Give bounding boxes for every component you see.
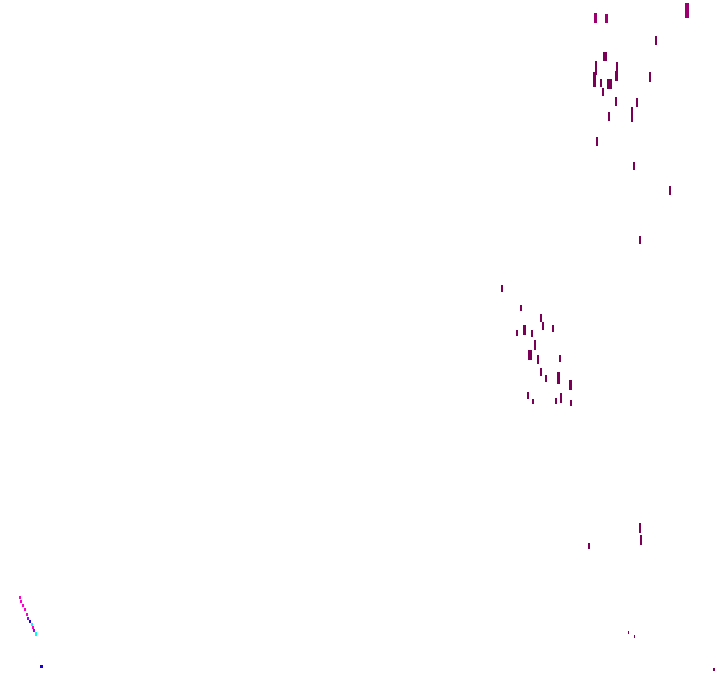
mark: [596, 137, 598, 146]
mark: [713, 668, 715, 671]
mark: [33, 629, 35, 632]
mark: [534, 340, 536, 350]
mark: [542, 322, 544, 330]
mark: [516, 330, 518, 336]
mark: [29, 620, 31, 623]
mark: [603, 52, 607, 61]
mark: [540, 314, 542, 322]
mark: [501, 285, 503, 292]
mark: [593, 72, 596, 87]
mark: [22, 604, 24, 607]
mark: [520, 305, 522, 311]
mark: [588, 543, 590, 549]
mark: [24, 608, 26, 611]
mark: [607, 79, 612, 89]
mark: [649, 72, 651, 82]
mark: [602, 88, 604, 96]
mark: [615, 97, 617, 106]
mark: [636, 98, 638, 107]
mark: [26, 613, 28, 616]
mark: [19, 596, 21, 599]
mark: [537, 355, 539, 364]
mark: [640, 535, 642, 545]
mark: [531, 330, 533, 337]
mark: [35, 632, 37, 636]
mark: [655, 36, 657, 45]
mark: [31, 623, 33, 626]
mark: [633, 162, 635, 170]
mark: [594, 13, 597, 23]
mark: [616, 62, 618, 71]
mark: [628, 631, 629, 634]
mark: [569, 380, 572, 390]
mark: [540, 368, 542, 376]
mark: [527, 392, 529, 399]
mark: [570, 400, 572, 406]
mark: [669, 186, 671, 195]
mark: [639, 236, 641, 244]
mark: [631, 107, 633, 122]
mark: [685, 3, 689, 18]
mark: [595, 61, 597, 75]
mark: [605, 14, 608, 23]
mark: [555, 398, 557, 404]
mark: [532, 399, 534, 404]
mark: [634, 635, 635, 638]
mark: [20, 600, 22, 603]
mark: [639, 523, 641, 533]
mark: [615, 71, 618, 81]
mark: [559, 355, 561, 362]
mark: [560, 393, 562, 403]
mark: [523, 325, 526, 335]
mark: [600, 79, 602, 87]
mark: [545, 375, 547, 382]
mark: [528, 350, 532, 360]
mark: [32, 626, 34, 629]
mark: [608, 112, 610, 121]
mark: [27, 617, 29, 620]
mark: [40, 665, 43, 668]
mark: [552, 325, 554, 332]
mark: [557, 372, 560, 384]
